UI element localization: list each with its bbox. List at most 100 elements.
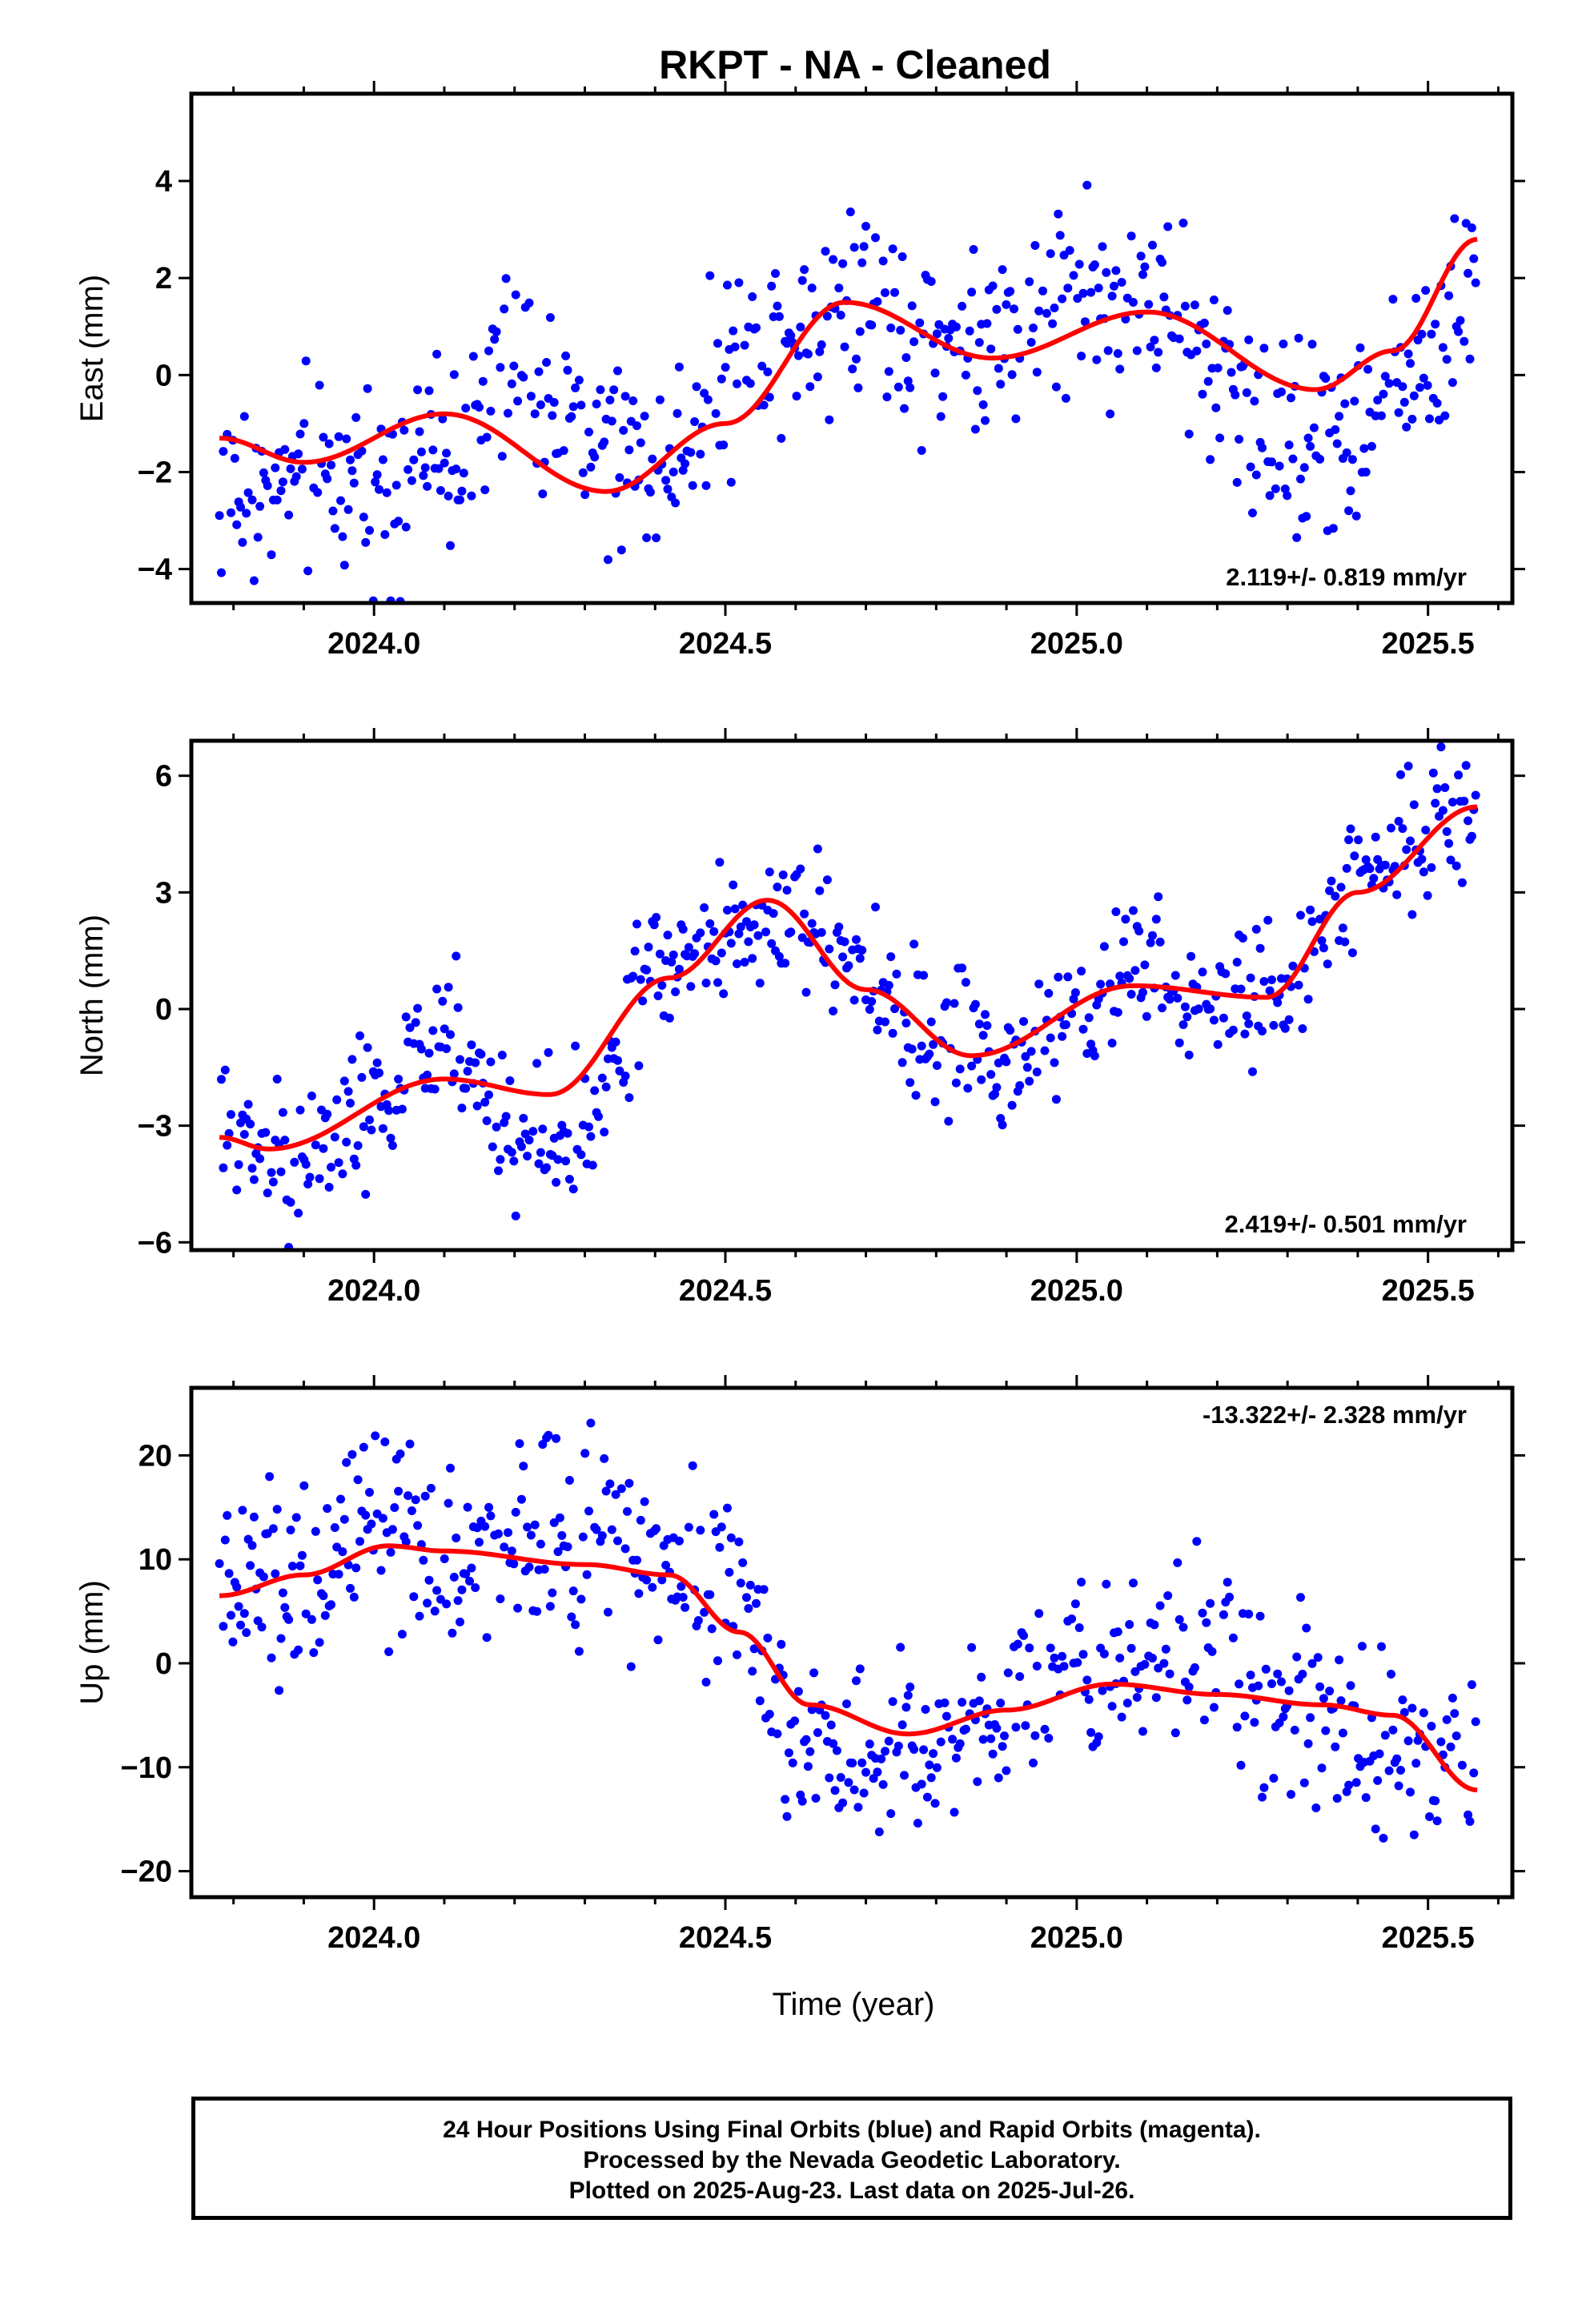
data-point bbox=[717, 374, 726, 384]
data-point bbox=[420, 463, 430, 472]
data-point bbox=[838, 1798, 848, 1807]
data-point bbox=[272, 1075, 282, 1084]
data-point bbox=[519, 372, 528, 382]
data-point bbox=[397, 1104, 407, 1114]
data-point bbox=[1311, 1803, 1321, 1812]
data-point bbox=[801, 987, 811, 997]
data-point bbox=[1403, 762, 1413, 771]
data-point bbox=[492, 327, 501, 336]
data-point bbox=[428, 1026, 438, 1035]
data-point bbox=[1211, 403, 1221, 412]
data-point bbox=[1303, 433, 1313, 443]
data-point bbox=[319, 1144, 328, 1153]
data-point bbox=[777, 433, 786, 443]
data-point bbox=[896, 1642, 905, 1652]
data-point bbox=[355, 1031, 364, 1040]
data-point bbox=[467, 1040, 476, 1050]
data-point bbox=[763, 1633, 773, 1642]
data-point bbox=[247, 1541, 257, 1550]
data-point bbox=[861, 1767, 870, 1777]
data-point bbox=[423, 481, 432, 491]
data-point bbox=[1070, 1599, 1080, 1609]
data-point bbox=[1447, 378, 1457, 388]
data-point bbox=[1467, 1680, 1476, 1690]
data-point bbox=[1280, 485, 1290, 493]
data-point bbox=[1102, 267, 1111, 277]
data-point bbox=[1407, 414, 1417, 424]
data-point bbox=[1347, 455, 1357, 464]
data-point bbox=[1377, 411, 1386, 420]
data-point bbox=[926, 1017, 936, 1027]
data-point bbox=[652, 533, 661, 543]
data-point bbox=[1163, 1591, 1173, 1600]
data-point bbox=[1142, 1011, 1151, 1021]
data-point bbox=[1232, 958, 1242, 967]
data-point bbox=[315, 380, 324, 390]
data-point bbox=[1365, 864, 1375, 874]
data-point bbox=[1440, 411, 1450, 420]
data-point bbox=[299, 419, 309, 428]
data-point bbox=[690, 417, 700, 426]
data-point bbox=[1058, 1031, 1067, 1041]
data-point bbox=[1388, 1725, 1398, 1735]
data-point bbox=[859, 242, 869, 251]
data-point bbox=[657, 980, 667, 990]
data-points bbox=[215, 180, 1480, 603]
data-point bbox=[453, 1003, 463, 1012]
y-tick-label: −10 bbox=[121, 1751, 172, 1785]
data-point bbox=[852, 935, 861, 944]
data-point bbox=[669, 950, 678, 959]
data-point bbox=[461, 1569, 471, 1578]
data-point bbox=[497, 452, 507, 461]
data-point bbox=[978, 1735, 988, 1744]
data-point bbox=[457, 486, 467, 496]
data-point bbox=[1026, 1047, 1036, 1056]
data-point bbox=[339, 1076, 349, 1086]
data-point bbox=[903, 376, 913, 386]
data-point bbox=[955, 1739, 965, 1748]
data-point bbox=[1119, 937, 1128, 947]
data-point bbox=[407, 1506, 416, 1515]
data-point bbox=[950, 1807, 959, 1817]
data-point bbox=[232, 520, 242, 529]
data-point bbox=[1373, 1775, 1383, 1785]
data-point bbox=[996, 380, 1006, 389]
data-point bbox=[667, 957, 677, 967]
data-point bbox=[1394, 1781, 1403, 1791]
data-point bbox=[530, 1520, 540, 1530]
data-point bbox=[480, 1522, 490, 1531]
data-point bbox=[1151, 1693, 1161, 1703]
data-point bbox=[1442, 355, 1452, 364]
data-point bbox=[363, 384, 372, 393]
data-point bbox=[217, 568, 226, 577]
data-point bbox=[744, 1604, 753, 1613]
data-point bbox=[1246, 1671, 1255, 1680]
data-point bbox=[607, 416, 616, 426]
data-point bbox=[442, 1599, 452, 1609]
data-point bbox=[465, 1576, 474, 1586]
data-point bbox=[536, 1539, 545, 1549]
data-point bbox=[748, 954, 757, 963]
data-point bbox=[239, 1609, 249, 1618]
data-point bbox=[342, 1458, 351, 1467]
data-point bbox=[532, 1059, 542, 1068]
data-point bbox=[413, 1003, 423, 1013]
data-point bbox=[1302, 512, 1311, 521]
data-point bbox=[1086, 287, 1096, 297]
data-point bbox=[313, 488, 323, 497]
data-point bbox=[278, 1108, 287, 1117]
data-point bbox=[982, 1021, 992, 1031]
data-point bbox=[295, 1561, 305, 1570]
data-point bbox=[523, 1152, 532, 1161]
data-point bbox=[286, 464, 295, 473]
data-point bbox=[1254, 1681, 1263, 1691]
data-point bbox=[594, 1112, 603, 1121]
data-point bbox=[223, 1140, 232, 1150]
data-point bbox=[407, 476, 416, 485]
data-point bbox=[974, 1019, 984, 1029]
data-point bbox=[1077, 352, 1086, 361]
data-point bbox=[973, 1777, 982, 1787]
data-point bbox=[1198, 967, 1207, 977]
data-point bbox=[1151, 915, 1161, 924]
data-point bbox=[346, 1099, 355, 1108]
